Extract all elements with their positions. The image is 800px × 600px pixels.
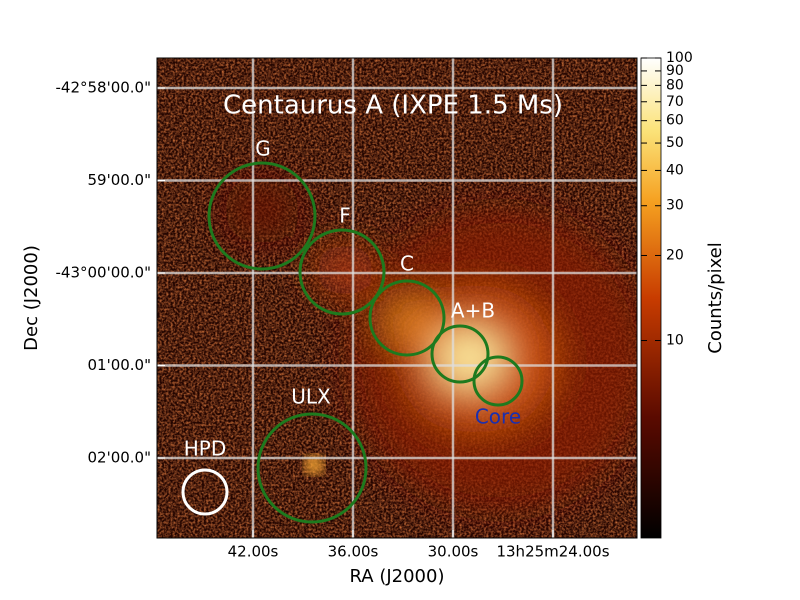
colorbar-tick-label: 100: [666, 50, 693, 66]
region-label: HPD: [184, 437, 227, 461]
colorbar-tick-label: 90: [666, 63, 684, 79]
colorbar-tick-label: 40: [666, 162, 684, 178]
region-circle: [256, 412, 368, 524]
colorbar-tick-label: 80: [666, 77, 684, 93]
colorbar-tick-label: 70: [666, 94, 684, 110]
y-axis-label: Dec (J2000): [21, 245, 42, 351]
y-tick-label: 59'00.0": [87, 171, 151, 189]
colorbar: [640, 57, 662, 539]
region-label: F: [339, 204, 351, 228]
y-tick-label: 01'00.0": [87, 356, 151, 374]
region-circle: [181, 468, 229, 516]
y-tick-label: -42°58'00.0": [55, 79, 151, 97]
colorbar-tick-label: 10: [666, 333, 684, 349]
colorbar-label: Counts/pixel: [705, 242, 726, 354]
x-tick-label: 36.00s: [328, 543, 379, 561]
region-label: ULX: [291, 385, 331, 409]
x-axis-label: RA (J2000): [350, 566, 445, 587]
chart-title: Centaurus A (IXPE 1.5 Ms): [223, 91, 563, 121]
region-label: A+B: [451, 299, 495, 323]
x-tick-label: 42.00s: [228, 543, 279, 561]
colorbar-tick-label: 50: [666, 135, 684, 151]
region-circle: [368, 279, 446, 357]
x-tick-label: 30.00s: [428, 543, 479, 561]
region-circle: [430, 324, 490, 384]
region-label: G: [255, 137, 271, 161]
x-tick-label: 13h25m24.00s: [496, 543, 609, 561]
y-tick-label: 02'00.0": [87, 448, 151, 466]
colorbar-tick-label: 30: [666, 198, 684, 214]
image: [157, 58, 637, 538]
region-label: C: [400, 252, 414, 276]
region-circle: [298, 228, 386, 316]
region-label: Core: [475, 405, 521, 429]
region-circle: [207, 161, 317, 271]
colorbar-tick-label: 60: [666, 113, 684, 129]
region-circle: [472, 355, 524, 407]
plot-frame: [156, 57, 638, 539]
colorbar-tick-label: 20: [666, 247, 684, 263]
y-tick-label: -43°00'00.0": [55, 264, 151, 282]
